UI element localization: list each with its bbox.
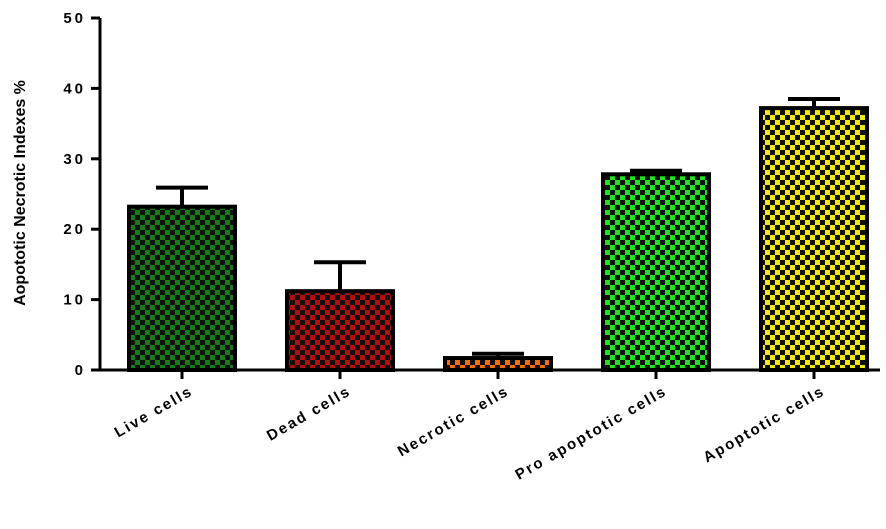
category-labels: Live cells Dead cells Necrotic cells Pro ap… [112,383,828,484]
y-tick-label: 20 [63,221,86,238]
y-tick-label: 40 [63,80,86,97]
bar-apoptotic-cells [759,106,869,372]
y-tick-label: 10 [63,292,86,309]
y-tick-label: 50 [63,10,86,27]
category-label: Apoptotic cells [700,383,828,466]
bar-necrotic-cells [443,356,553,373]
error-bars [156,96,840,359]
category-label: Dead cells [264,383,354,445]
bar-dead-cells [285,289,395,373]
y-axis-label-group: Aopototic Necrotic Indexes % [12,80,29,306]
y-tick-label: 30 [63,151,86,168]
y-tick-label: 0 [75,362,86,379]
category-label: Live cells [112,383,196,441]
category-label: Necrotic cells [395,383,512,461]
category-label: Pro apoptotic cells [512,383,670,484]
bar-live-cells [127,204,237,372]
bar-pro-apoptotic-cells [601,172,711,372]
y-axis-label: Aopototic Necrotic Indexes % [12,80,29,306]
bars [127,106,869,373]
